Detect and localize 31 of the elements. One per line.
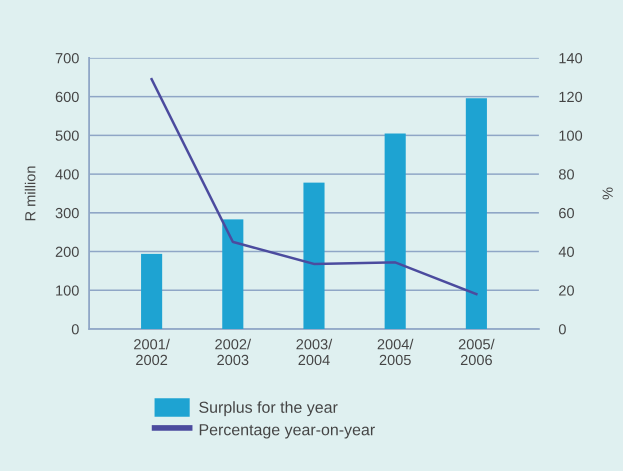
y2-tick-label: 60: [559, 208, 574, 218]
y-tick-label: 700: [56, 53, 79, 64]
y2-tick-label: 140: [559, 53, 582, 64]
legend-label: Surplus for the year: [199, 401, 338, 416]
y2-axis-title: %: [602, 188, 613, 200]
y2-tick-label: 120: [559, 92, 582, 102]
y-tick-label: 300: [56, 208, 79, 218]
line-series: [150, 78, 478, 296]
x-tick-label: 2002/ 2003: [215, 338, 252, 366]
x-tick-label: 2001/ 2002: [134, 338, 170, 366]
y-tick-label: 0: [72, 324, 79, 334]
legend-label: Percentage year-on-year: [200, 424, 375, 439]
bar: [222, 219, 244, 329]
y2-tick-label: 100: [559, 130, 582, 141]
x-tick-label: 2003/ 2004: [296, 338, 332, 366]
y-tick-label: 400: [55, 169, 79, 180]
y2-tick-label: 40: [558, 246, 574, 257]
y-axis-title: R million: [24, 166, 36, 220]
y2-tick-label: 20: [559, 285, 574, 296]
x-tick-label: 2004/ 2005: [378, 338, 414, 366]
y-tick-label: 100: [56, 285, 79, 296]
bar: [384, 133, 406, 329]
x-tick-label: 2005/ 2006: [458, 338, 495, 366]
y2-tick-label: 80: [558, 169, 574, 180]
bar: [466, 98, 487, 329]
y-tick-label: 500: [56, 130, 79, 141]
y-tick-label: 600: [56, 92, 79, 102]
y2-tick-label: 0: [558, 324, 566, 334]
bar: [141, 254, 162, 329]
y-tick-label: 200: [56, 246, 79, 257]
bar: [303, 182, 325, 329]
